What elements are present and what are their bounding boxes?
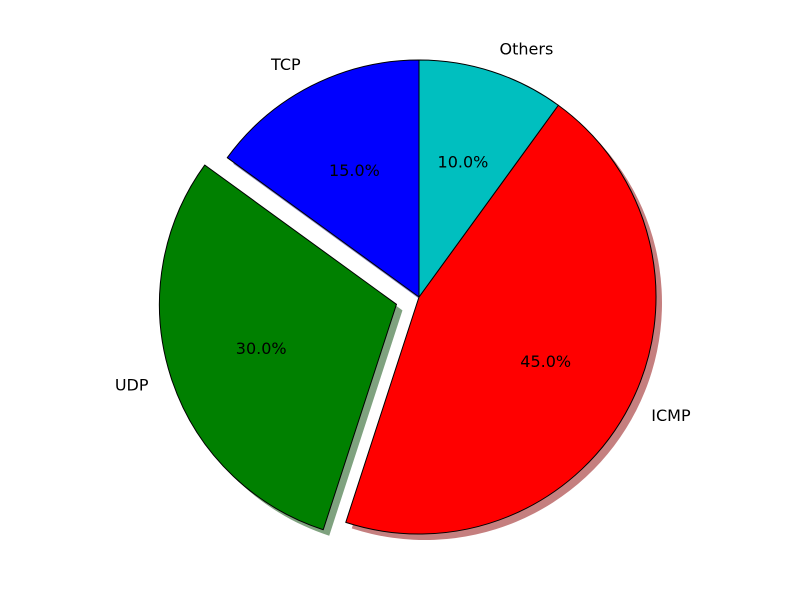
slice-percent-tcp: 15.0% [329, 161, 380, 180]
pie-slice-others [418, 59, 559, 298]
slice-layer [158, 59, 657, 535]
pie-slice-icmp [345, 104, 657, 535]
pie-slice-tcp [226, 59, 420, 298]
slice-label-udp: UDP [115, 375, 149, 394]
slice-percent-icmp: 45.0% [520, 352, 571, 371]
slice-label-icmp: ICMP [651, 406, 691, 425]
slice-label-tcp: TCP [270, 55, 301, 74]
slice-percent-others: 10.0% [438, 152, 489, 171]
label-layer: TCP 15.0% UDP 30.0% ICMP 45.0% Others 10.0% [115, 40, 691, 425]
slice-percent-udp: 30.0% [236, 339, 287, 358]
slice-label-others: Others [500, 40, 554, 59]
pie-slice-udp [158, 164, 397, 531]
